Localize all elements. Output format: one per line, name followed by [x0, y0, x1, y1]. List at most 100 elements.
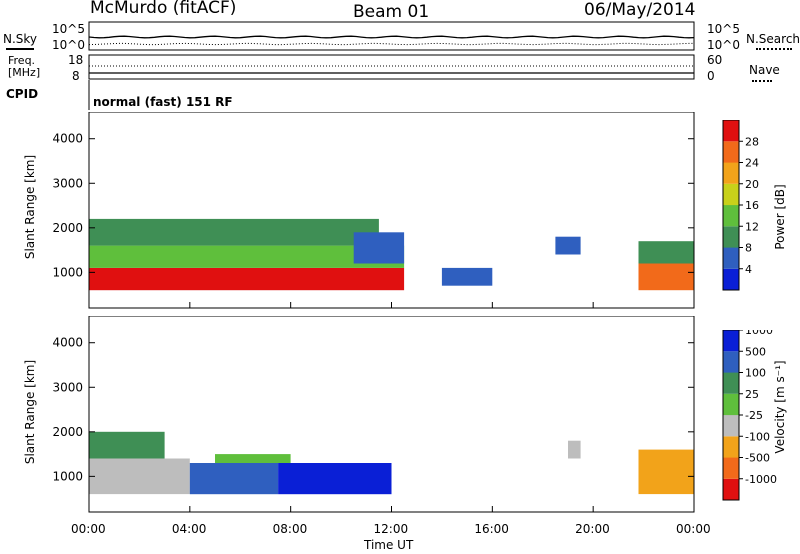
noise-sky-line — [88, 35, 695, 39]
noise-search-line — [88, 42, 694, 46]
power-cbar-tick-label-2: 12 — [745, 220, 759, 233]
vel-cells-cell-6 — [568, 440, 581, 459]
vel-cells-cell-4 — [89, 431, 165, 459]
power-cbar-tick-label-4: 20 — [745, 178, 759, 191]
velocity-panel: 1000 2000 3000 4000 — [52, 316, 695, 513]
freq-panel-frame — [88, 54, 695, 80]
power-cells-cell-1 — [89, 245, 405, 268]
power-cbar-swatch-2 — [723, 226, 739, 248]
power-panel-frame — [88, 112, 695, 309]
vel-cbar-tick-label-0: -1000 — [745, 473, 777, 486]
vel-cbar-tick-label-2: -100 — [745, 430, 770, 443]
power-cells-cell-5 — [638, 241, 694, 264]
power-cells-cell-6 — [555, 236, 581, 255]
noise-left-legend-line — [6, 48, 34, 50]
power-colorbar-label: Power [dB] — [773, 184, 787, 250]
cpid-value: normal (fast) 151 RF — [93, 95, 233, 109]
power-axes-ytick-label-0: 1000 — [52, 265, 83, 279]
nave-label: Nave — [749, 63, 780, 77]
power-cbar-swatch-7 — [723, 120, 739, 142]
vel-cbar-swatch-1 — [723, 457, 739, 479]
vel-axes-ytick-label-0: 1000 — [52, 469, 83, 483]
vel-cbar-swatch-3 — [723, 415, 739, 437]
x-tick-label-3: 12:00 — [373, 522, 409, 536]
power-panel: 1000 2000 3000 4000 — [52, 112, 695, 309]
power-cbar-swatch-4 — [723, 183, 739, 206]
x-tick-labels: 00:00 04:00 08:00 12:00 16:00 20:00 00:00 — [0, 522, 800, 538]
vel-cbar-swatch-5 — [723, 372, 739, 394]
velocity-colorbar-label: Velocity [m s⁻¹] — [773, 360, 787, 454]
beam-title: Beam 01 — [353, 2, 430, 22]
noise-left-tick-bottom: 10^0 — [52, 38, 85, 52]
vel-cbar-swatch-0 — [723, 478, 739, 501]
power-cbar-tick-label-3: 16 — [745, 199, 759, 212]
velocity-axes: 1000 2000 3000 4000 — [52, 336, 695, 512]
noise-left-label: N.Sky — [3, 32, 38, 46]
power-axes-ytick-label-2: 3000 — [52, 176, 83, 190]
x-tick-label-2: 08:00 — [272, 522, 308, 536]
power-axes-ytick-label-1: 2000 — [52, 221, 83, 235]
power-cells-cell-4 — [638, 263, 694, 291]
date-title: 06/May/2014 — [584, 0, 696, 20]
x-axis-label: Time UT — [364, 538, 414, 552]
cpid-label: CPID — [6, 87, 39, 101]
station-title: McMurdo (fitACF) — [90, 0, 237, 18]
vel-axes-ytick-label-1: 2000 — [52, 425, 83, 439]
freq-left-label: Freq. [MHz] — [8, 54, 41, 79]
velocity-cells — [89, 431, 694, 495]
vel-cbar-tick-label-4: 25 — [745, 388, 759, 401]
power-cbar-tick-label-5: 24 — [745, 157, 759, 170]
power-cbar-tick-label-1: 8 — [745, 242, 752, 255]
vel-axes-ytick-label-2: 3000 — [52, 380, 83, 394]
vel-cbar-tick-label-7: 1000 — [745, 330, 773, 337]
power-cbar-swatch-3 — [723, 205, 739, 227]
x-tick-label-6: 00:00 — [676, 522, 711, 536]
vel-cbar-tick-label-5: 100 — [745, 367, 766, 380]
x-tick-label-0: 00:00 — [71, 522, 106, 536]
velocity-colorbar: -1000 -500 -100 -25 25 100 500 1000 — [722, 330, 777, 501]
power-cbar-tick-label-0: 4 — [745, 263, 752, 276]
vel-cells-cell-5 — [638, 449, 694, 495]
vel-cbar-swatch-4 — [723, 393, 739, 416]
vel-cells-cell-1 — [189, 463, 278, 495]
power-cbar-tick-label-6: 28 — [745, 135, 759, 148]
power-ylabel: Slant Range [km] — [23, 154, 37, 260]
freq-left-tick-bottom: 8 — [72, 69, 80, 83]
freq-left-tick-top: 18 — [68, 53, 84, 67]
vel-cells-cell-0 — [89, 458, 190, 495]
noise-right-legend-line — [756, 48, 792, 50]
vel-cbar-swatch-2 — [723, 436, 739, 458]
power-axes: 1000 2000 3000 4000 — [52, 132, 695, 308]
velocity-panel-frame — [88, 316, 695, 513]
vel-cbar-tick-label-3: -25 — [745, 409, 763, 422]
top-panels — [88, 21, 695, 110]
power-cells-cell-7 — [441, 267, 493, 286]
power-cells-cell-3 — [353, 232, 405, 264]
nave-right-tick-top: 60 — [707, 53, 723, 67]
power-cbar-swatch-0 — [723, 268, 739, 291]
power-cbar-swatch-6 — [723, 141, 739, 163]
nave-right-tick-bottom: 0 — [707, 69, 715, 83]
power-colorbar: 4 8 12 16 20 24 28 — [722, 120, 759, 291]
noise-right-tick-bottom: 10^0 — [707, 38, 740, 52]
vel-axes-ytick-label-3: 4000 — [52, 336, 83, 350]
vel-cbar-tick-label-1: -500 — [745, 452, 770, 465]
vel-cbar-tick-label-6: 500 — [745, 345, 766, 358]
power-cbar-swatch-1 — [723, 247, 739, 269]
vel-cells-cell-3 — [215, 454, 291, 463]
vel-cbar-swatch-7 — [723, 330, 739, 352]
noise-left-tick-top: 10^5 — [52, 22, 85, 36]
power-cells — [89, 218, 694, 291]
x-tick-label-5: 20:00 — [575, 522, 610, 536]
power-cells-cell-2 — [89, 218, 379, 246]
power-cells-cell-0 — [89, 267, 405, 291]
power-axes-ytick-label-3: 4000 — [52, 132, 83, 146]
power-cbar-swatch-5 — [723, 162, 739, 184]
noise-right-label: N.Search — [746, 32, 800, 46]
x-tick-label-1: 04:00 — [171, 522, 207, 536]
noise-right-tick-top: 10^5 — [707, 22, 740, 36]
velocity-ylabel: Slant Range [km] — [23, 359, 37, 465]
vel-cells-cell-2 — [278, 463, 392, 495]
noise-panel-frame — [88, 21, 695, 51]
vel-cbar-swatch-6 — [723, 351, 739, 373]
